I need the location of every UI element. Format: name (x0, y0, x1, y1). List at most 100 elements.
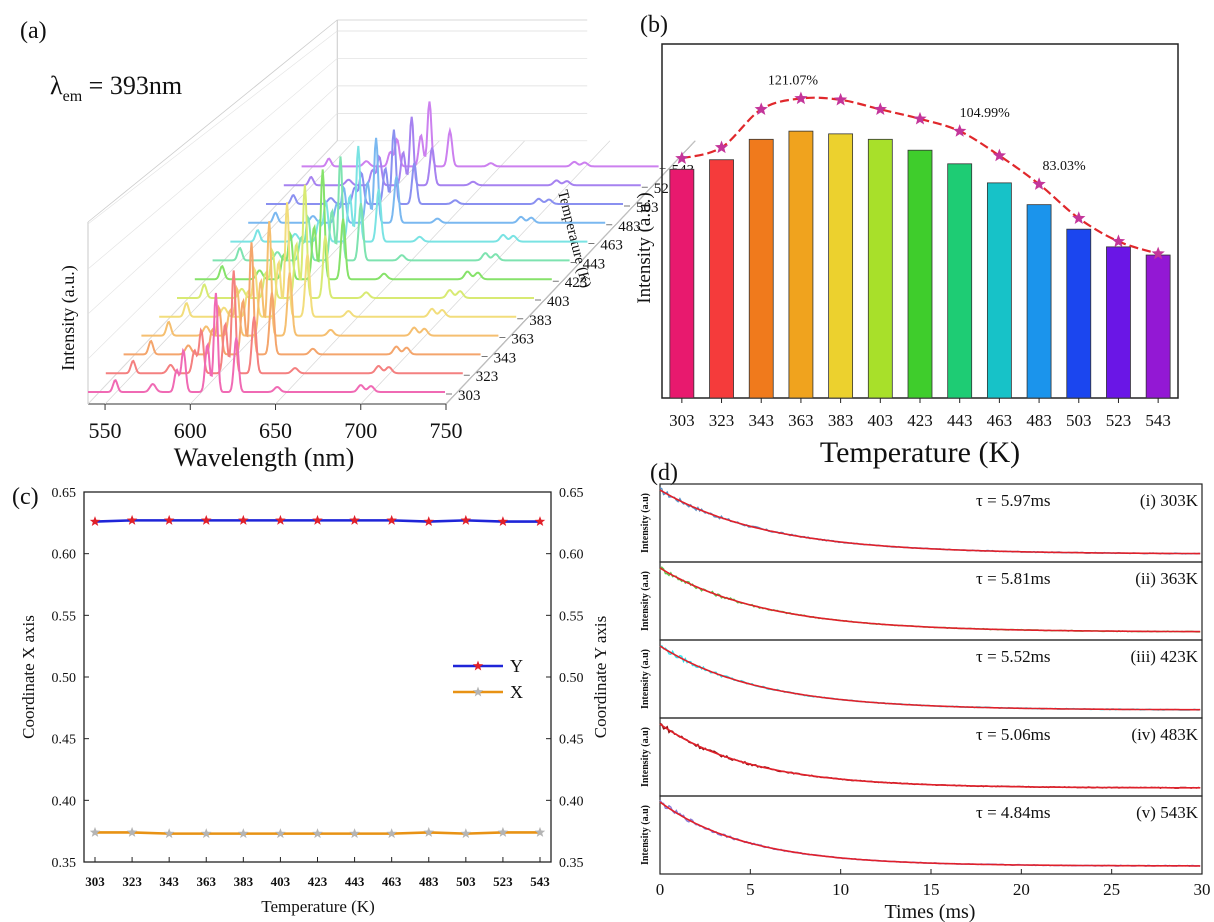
panel-b-star-423 (913, 111, 927, 125)
panel-c-marker-Y (534, 516, 546, 527)
panel-b-bar-503 (1066, 228, 1092, 399)
panel-a-waterfall-chart: 550 600 650 700 750 Wavelength (nm) Intensity … (58, 19, 696, 472)
panel-c-xtick-label: 443 (345, 874, 365, 889)
panel-a-ztick-label: 463 (600, 238, 623, 254)
panel-c-marker-X (201, 828, 212, 839)
panel-c-ytick-label-left: 0.40 (52, 794, 77, 809)
panel-a-floor-grid (445, 140, 696, 405)
panel-b-star-463 (992, 148, 1007, 162)
panel-d-decay-data (659, 644, 1201, 711)
panel-a-ztick-label: 443 (583, 256, 606, 272)
panel-b-star-543 (1151, 246, 1165, 260)
panel-a-ztick-label: 343 (494, 350, 516, 366)
panel-b-star-363 (794, 91, 808, 105)
panel-d-xtick-label: 25 (1103, 880, 1120, 899)
panel-d-decay-fit (659, 645, 1201, 711)
panel-c-marker-Y (126, 514, 138, 525)
panel-a-spectrum-403 (177, 184, 534, 299)
panel-b-star-383 (833, 92, 848, 106)
panel-d-tau-label: τ = 5.97ms (976, 491, 1051, 510)
panel-c-marker-Y (238, 514, 249, 525)
panel-b-star-403 (873, 102, 887, 116)
panel-d-decay-data (659, 566, 1201, 633)
panel-c-ytick-label-left: 0.35 (52, 856, 77, 871)
panel-a-floor-grid (190, 140, 440, 405)
panel-a-side-grid (87, 113, 338, 360)
panel-d-xtick-label: 20 (1013, 880, 1030, 899)
panel-a-spectrum-423 (194, 169, 552, 281)
panel-c-ytick-label-left: 0.60 (52, 548, 77, 563)
panel-b-ylabel: Intensity (a.u.) (634, 192, 655, 303)
panel-c-legend-marker-X (472, 686, 484, 697)
panel-d-subplot-frame (659, 561, 1203, 641)
panel-c-ytick-label-right: 0.65 (559, 486, 584, 501)
panel-b-xtick-label: 363 (788, 411, 814, 430)
panel-d-decay-fit (659, 723, 1201, 789)
panel-a-side-grid (87, 58, 338, 270)
panel-d-subplot-frame (659, 483, 1203, 563)
panel-c-xtick-label: 483 (419, 874, 439, 889)
panel-c-ytick-label-left: 0.50 (52, 671, 77, 686)
panel-c-ytick-label-left: 0.55 (52, 609, 77, 624)
panel-c-marker-X (423, 826, 434, 837)
panel-c-marker-X (386, 828, 397, 839)
panel-a-xtick-label: 750 (430, 418, 463, 443)
panel-c-xtick-label: 523 (493, 874, 513, 889)
panel-d-tau-label: τ = 4.84ms (976, 803, 1051, 822)
panel-b-star-303 (675, 151, 689, 165)
panel-d-xtick-label: 30 (1194, 880, 1211, 899)
panel-c-marker-Y (497, 516, 509, 527)
panel-a-spectrum-543 (301, 101, 659, 168)
panel-b-bar-423 (907, 149, 933, 399)
panel-a-label: (a) (20, 18, 47, 44)
panel-c-ytick-label-right: 0.55 (559, 609, 584, 624)
panel-c-marker-X (126, 826, 138, 837)
lambda-value: = 393nm (82, 71, 182, 100)
panel-c-xlabel: Temperature (K) (261, 897, 375, 916)
lambda-subscript: em (63, 88, 83, 105)
panel-c-marker-X (534, 826, 546, 837)
panel-d-tau-label: τ = 5.06ms (976, 725, 1051, 744)
panel-a-ztick-label: 483 (618, 219, 641, 235)
panel-d-xtick-label: 0 (656, 880, 665, 899)
panel-c-legend-label-Y: Y (510, 656, 523, 676)
panel-c-marker-X (460, 828, 472, 839)
panel-b-annotation: 121.07% (768, 73, 819, 88)
panel-b-bar-463 (986, 182, 1012, 399)
panel-a-xlabel: Wavelength (nm) (174, 443, 355, 472)
panel-a-side-grid (87, 30, 338, 225)
panel-d-ylabel: Intensity (a.u) (640, 571, 651, 631)
panel-a-ztick-label: 403 (547, 294, 570, 310)
panel-c-ytick-label-left: 0.65 (52, 486, 77, 501)
panel-b-bar-343 (748, 138, 774, 399)
panel-d-decay-fit (659, 801, 1201, 867)
panel-b-star-523 (1111, 234, 1126, 248)
panel-c-xtick-label: 343 (159, 874, 179, 889)
panel-d-decay-data (659, 722, 1201, 789)
panel-b-star-503 (1072, 211, 1086, 224)
panel-a-spectrum-323 (105, 270, 463, 375)
panel-d-decay-curves: τ = 5.97ms (i) 303K Intensity (a.u) τ = 5.8… (640, 483, 1211, 922)
panel-d-xtick-label: 15 (923, 880, 940, 899)
panel-c-ytick-label-right: 0.50 (559, 671, 584, 686)
panel-b-bar-363 (788, 130, 814, 399)
panel-c-label: (c) (12, 484, 39, 510)
panel-a-diag-top (87, 19, 338, 223)
panel-c-marker-Y (201, 514, 212, 525)
panel-d-xlabel: Times (ms) (885, 901, 976, 922)
panel-d-decay-fit (659, 489, 1201, 555)
panel-c-ytick-label-right: 0.40 (559, 794, 584, 809)
panel-d-tau-label: τ = 5.52ms (976, 647, 1051, 666)
panel-d-ylabel: Intensity (a.u) (640, 649, 651, 709)
panel-a-side-grid (87, 85, 338, 315)
panel-a-ztick-label: 363 (511, 332, 534, 348)
panel-a-spectrum-523 (283, 116, 641, 187)
panel-c-marker-Y (275, 514, 286, 525)
panel-c-marker-Y (312, 514, 323, 525)
panel-b-xtick-label: 463 (987, 411, 1013, 430)
panel-d-tau-label: τ = 5.81ms (976, 569, 1051, 588)
panel-b-annotation: 104.99% (960, 106, 1011, 121)
panel-c-marker-X (89, 826, 101, 837)
lambda-symbol: λ (50, 71, 63, 100)
panel-b-xtick-label: 323 (709, 411, 735, 430)
